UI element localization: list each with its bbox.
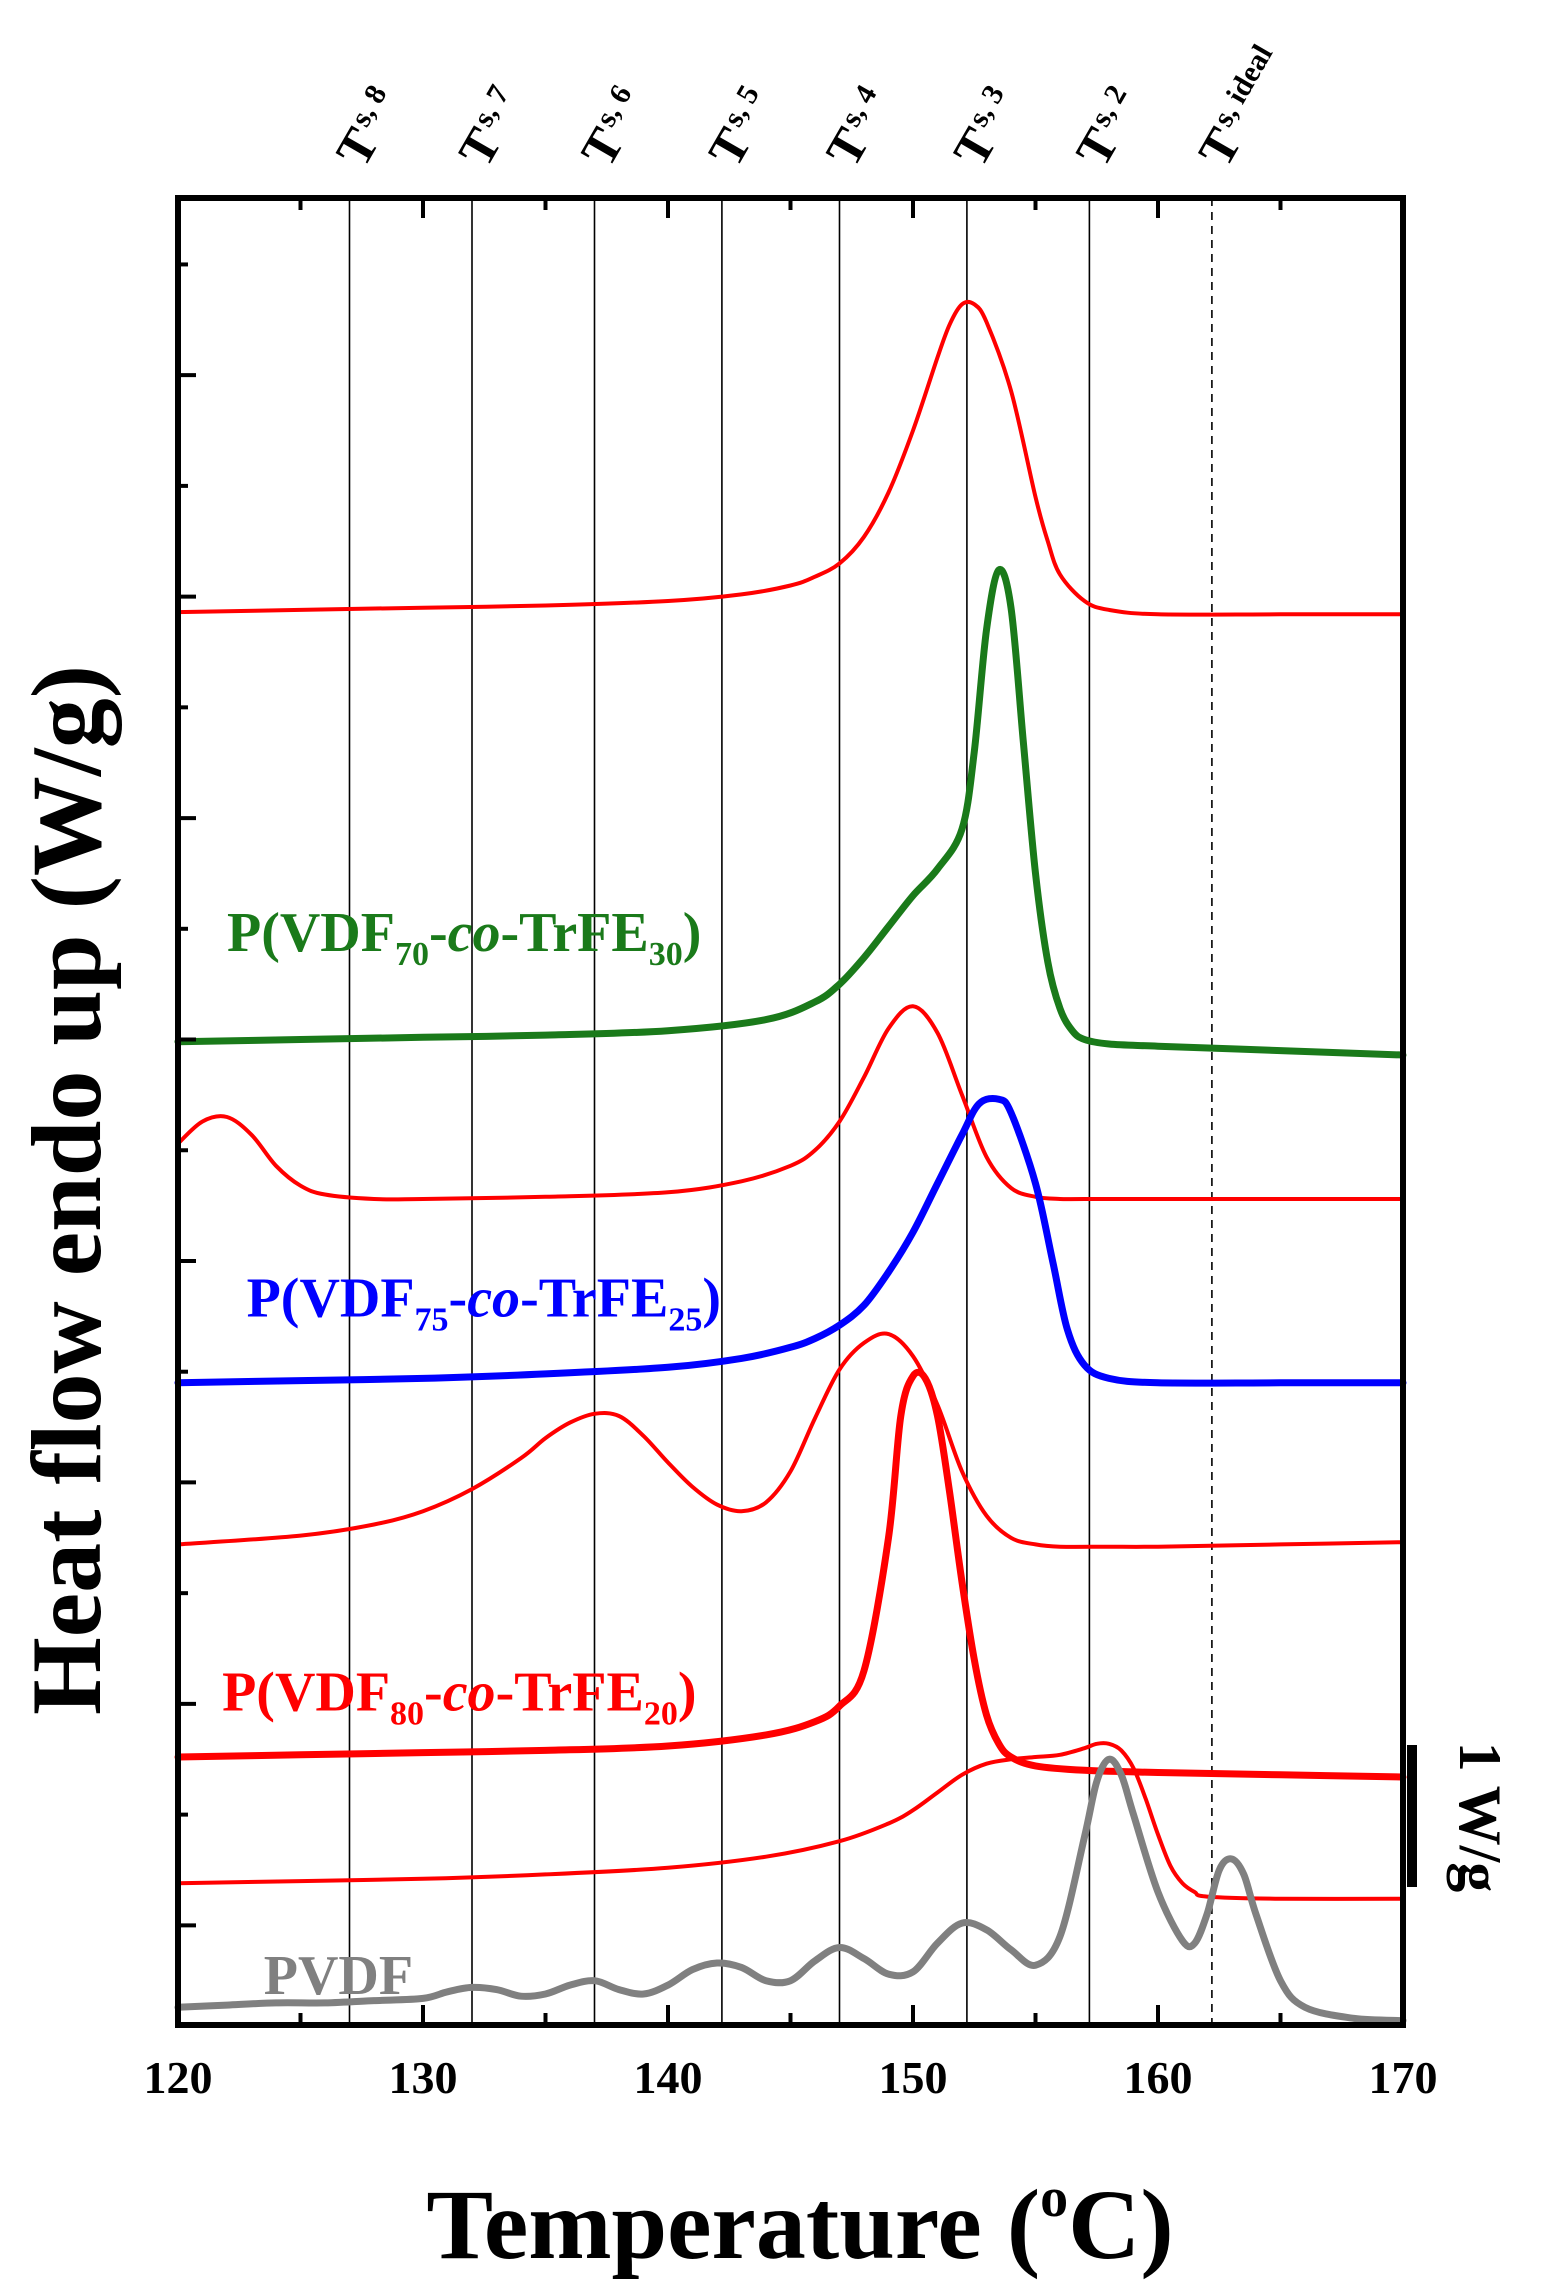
series-label-subscript: 75 xyxy=(415,1301,449,1338)
label-subscript: s, 4 xyxy=(834,80,883,133)
label-ts6: Ts, 6 xyxy=(570,79,658,175)
series-label-italic: co xyxy=(467,1267,520,1329)
series-curve-7 xyxy=(176,1741,1405,1901)
label-subscript: s, 5 xyxy=(716,80,765,133)
label-main: T xyxy=(1187,119,1252,176)
x-tick-label: 130 xyxy=(389,2052,458,2103)
series-label-text: - xyxy=(429,902,448,964)
label-main: T xyxy=(447,119,512,176)
x-axis-title-part-3: C) xyxy=(1068,2169,1174,2280)
series-curve-8 xyxy=(174,1755,1407,2025)
label-ts3: Ts, 3 xyxy=(942,79,1030,175)
series-curves xyxy=(174,299,1407,2025)
x-axis-title-part-1: Temperature ( xyxy=(426,2169,1040,2280)
label-main: T xyxy=(325,119,390,176)
series-curve-6 xyxy=(174,1368,1407,1781)
axis-ticks: 120 130 140 150 160 170 xyxy=(144,198,1438,2103)
series-label-italic: co xyxy=(448,902,501,964)
scale-bar-label: 1 W/g xyxy=(1447,1742,1513,1893)
series-label-subscript: 80 xyxy=(390,1696,424,1733)
label-subscript: s, 3 xyxy=(961,80,1010,133)
series-label-subscript: 20 xyxy=(644,1696,678,1733)
label-subscript: s, ideal xyxy=(1206,39,1279,132)
label-ts7: Ts, 7 xyxy=(447,79,535,175)
series-label-text: -TrFE xyxy=(500,902,648,964)
series-curve-2 xyxy=(174,565,1407,1059)
label-main: T xyxy=(697,119,762,176)
series-label-text: ) xyxy=(678,1662,697,1724)
series-label-text: P(VDF xyxy=(227,902,395,964)
x-axis-title-degree: o xyxy=(1040,2167,1068,2229)
series-label-text: P(VDF xyxy=(222,1662,390,1724)
series-label-subscript: 30 xyxy=(649,936,683,973)
series-label-text: - xyxy=(424,1662,443,1724)
series-curve-3 xyxy=(176,1004,1405,1202)
label-main: T xyxy=(1064,119,1129,176)
x-tick-label: 120 xyxy=(144,2052,213,2103)
label-subscript: s, 8 xyxy=(344,80,393,133)
label-main: T xyxy=(942,119,1007,176)
series-label-4: PVDF xyxy=(264,1945,413,2007)
series-label-1: P(VDF70-co-TrFE30) xyxy=(227,902,701,973)
series-label-text: - xyxy=(449,1267,468,1329)
series-label-text: ) xyxy=(683,902,702,964)
series-label-text: -TrFE xyxy=(520,1267,668,1329)
x-axis-title: Temperature (oC) xyxy=(426,2167,1173,2280)
label-main: T xyxy=(570,119,635,176)
x-tick-label: 150 xyxy=(879,2052,948,2103)
label-ts8: Ts, 8 xyxy=(325,79,413,175)
series-label-text: P(VDF xyxy=(247,1267,415,1329)
series-label-3: P(VDF80-co-TrFE20) xyxy=(222,1662,696,1733)
series-label-text: -TrFE xyxy=(496,1662,644,1724)
scale-bar xyxy=(1407,1745,1417,1887)
x-tick-label: 160 xyxy=(1124,2052,1193,2103)
series-curve-5 xyxy=(176,1331,1405,1549)
series-label-subscript: 70 xyxy=(395,936,429,973)
label-subscript: s, 2 xyxy=(1084,80,1133,133)
series-labels: P(VDF70-co-TrFE30)P(VDF75-co-TrFE25)P(VD… xyxy=(222,902,721,2007)
y-axis-title: Heat flow endo up (W/g) xyxy=(11,665,122,1715)
series-label-2: P(VDF75-co-TrFE25) xyxy=(247,1267,721,1338)
x-tick-label: 170 xyxy=(1369,2052,1438,2103)
series-label-text: PVDF xyxy=(264,1945,413,2007)
label-tsideal: Ts, ideal xyxy=(1187,39,1298,176)
label-ts2: Ts, 2 xyxy=(1064,79,1152,175)
series-curve-1 xyxy=(176,299,1405,617)
label-ts5: Ts, 5 xyxy=(697,79,785,175)
series-label-italic: co xyxy=(443,1662,496,1724)
transition-temperature-labels: Ts, 8Ts, 7Ts, 6Ts, 5Ts, 4Ts, 3Ts, 2Ts, i… xyxy=(325,39,1298,176)
series-label-text: ) xyxy=(702,1267,721,1329)
series-label-subscript: 25 xyxy=(668,1301,702,1338)
label-main: T xyxy=(815,119,880,176)
label-subscript: s, 6 xyxy=(589,80,638,133)
label-ts4: Ts, 4 xyxy=(815,79,903,175)
label-subscript: s, 7 xyxy=(467,80,516,133)
x-tick-label: 140 xyxy=(634,2052,703,2103)
series-curve-4 xyxy=(174,1094,1407,1387)
